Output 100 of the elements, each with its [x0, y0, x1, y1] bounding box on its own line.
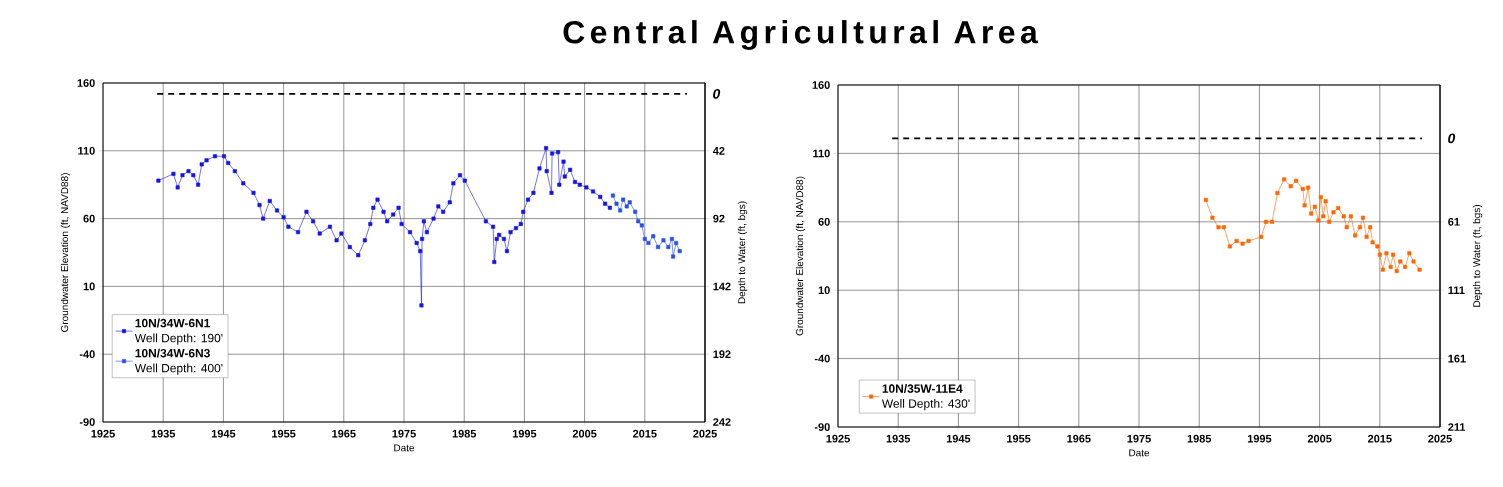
- point: [1312, 204, 1317, 209]
- y2-tick-label: 211: [1448, 423, 1466, 431]
- y-tick-label: 110: [813, 149, 830, 158]
- point: [618, 208, 623, 213]
- point: [1403, 264, 1408, 269]
- x-tick-label: 2005: [572, 429, 597, 438]
- point: [1377, 252, 1382, 257]
- x-tick-label: 1985: [452, 429, 477, 438]
- point: [1348, 214, 1353, 219]
- y-tick-label: -40: [814, 354, 830, 363]
- x-tick-label: 1935: [151, 429, 176, 438]
- point: [1353, 233, 1358, 238]
- point: [1210, 215, 1215, 220]
- x-tick-label: 1965: [332, 429, 356, 438]
- x-tick-label: 1975: [1127, 434, 1151, 443]
- point: [1357, 225, 1362, 230]
- ref-line-label: 0: [1448, 133, 1456, 144]
- x-tick-label: 1955: [272, 429, 296, 438]
- y2-tick-label: 142: [713, 282, 731, 291]
- y-axis-title: Groundwater Elevation (ft, NAVD88): [60, 173, 71, 332]
- point: [1360, 215, 1365, 220]
- x-tick-label: 2015: [1368, 434, 1392, 443]
- point: [1417, 267, 1422, 272]
- point: [1288, 184, 1293, 189]
- point: [1318, 195, 1323, 200]
- point: [1282, 177, 1287, 182]
- point: [1368, 225, 1373, 230]
- point: [1234, 238, 1239, 243]
- point: [651, 234, 656, 239]
- point: [1316, 218, 1321, 223]
- y-tick-label: 60: [83, 214, 95, 223]
- point: [636, 219, 641, 224]
- point: [1341, 214, 1346, 219]
- point: [677, 249, 682, 254]
- y-tick-label: -90: [79, 418, 95, 426]
- x-tick-label: 2015: [632, 429, 657, 438]
- legend-label: 10N/34W-6N3: [135, 348, 210, 358]
- y-tick-label: 60: [818, 217, 830, 226]
- point: [633, 209, 638, 214]
- point: [1264, 219, 1269, 224]
- x-tick-label: 1955: [1007, 434, 1031, 443]
- y-axis-title: Groundwater Elevation (ft, NAVD88): [795, 176, 806, 336]
- y-tick-label: 160: [77, 79, 95, 87]
- point: [646, 241, 651, 245]
- y-tick-label: 10: [83, 282, 95, 291]
- legend-label: 10N/34W-6N1: [135, 318, 210, 328]
- point: [1364, 234, 1369, 239]
- y2-axis-title: Depth to Water (ft, bgs): [1472, 205, 1483, 307]
- y-tick-label: 110: [78, 146, 95, 155]
- point: [1321, 214, 1326, 219]
- ref-line-label: 0: [713, 88, 721, 99]
- x-tick-label: 2025: [1428, 434, 1452, 443]
- x-tick-label: 2005: [1307, 434, 1332, 443]
- point: [1327, 219, 1332, 224]
- point: [1411, 259, 1416, 264]
- annotation: Well Depth: 430': [881, 398, 970, 411]
- point: [1203, 197, 1208, 202]
- y2-tick-label: 161: [1448, 354, 1466, 363]
- point: [1309, 211, 1314, 216]
- x-tick-label: 2025: [693, 429, 717, 438]
- y2-tick-label: 111: [1448, 286, 1465, 294]
- y2-tick-label: 42: [712, 146, 725, 155]
- point: [656, 245, 661, 250]
- point: [642, 236, 647, 241]
- point: [671, 254, 676, 259]
- point: [1331, 210, 1336, 215]
- y2-tick-label: 242: [713, 418, 731, 426]
- point: [1259, 234, 1264, 239]
- x-tick-label: 1985: [1187, 434, 1212, 443]
- legend-label: 10N/35W-11E4: [882, 384, 963, 393]
- point: [1375, 244, 1380, 249]
- point: [674, 241, 679, 245]
- point: [1216, 225, 1221, 230]
- x-tick-label: 1935: [886, 434, 911, 443]
- point: [666, 245, 671, 250]
- point: [1246, 238, 1251, 243]
- point: [1323, 199, 1328, 204]
- point: [639, 223, 644, 228]
- point: [627, 200, 632, 205]
- point: [1398, 259, 1403, 264]
- point: [624, 204, 629, 209]
- x-tick-label: 1975: [392, 429, 416, 438]
- point: [1388, 264, 1393, 269]
- x-tick-label: 1925: [91, 429, 115, 438]
- point: [1270, 219, 1275, 224]
- point: [1344, 225, 1349, 230]
- x-tick-label: 1995: [1247, 434, 1272, 443]
- point: [1370, 240, 1375, 245]
- x-tick-label: 1965: [1067, 434, 1091, 443]
- point: [1302, 203, 1307, 208]
- x-tick-label: 1945: [946, 434, 971, 443]
- point: [1306, 185, 1311, 190]
- point: [1394, 269, 1399, 274]
- x-tick-label: 1945: [211, 429, 236, 438]
- point: [1221, 225, 1226, 230]
- point: [1240, 241, 1245, 246]
- point: [1294, 178, 1299, 183]
- point: [614, 201, 619, 206]
- point: [610, 193, 615, 198]
- point: [1336, 206, 1341, 211]
